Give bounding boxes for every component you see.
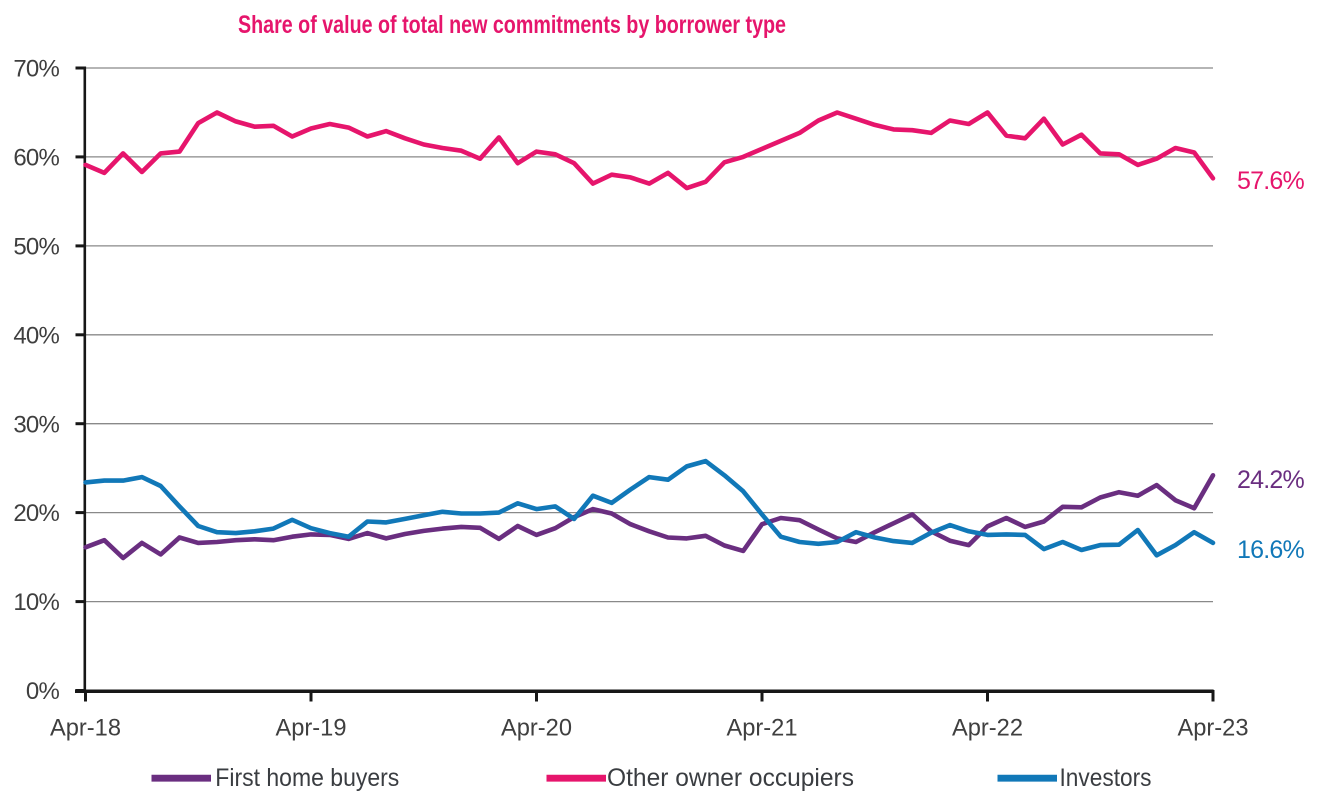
svg-text:57.6%: 57.6% — [1237, 167, 1304, 195]
svg-text:Apr-18: Apr-18 — [50, 715, 121, 742]
svg-text:Apr-19: Apr-19 — [276, 715, 347, 742]
svg-text:Share of value of total new co: Share of value of total new commitments … — [238, 11, 786, 39]
svg-text:24.2%: 24.2% — [1237, 466, 1304, 494]
svg-text:First home buyers: First home buyers — [215, 764, 399, 792]
svg-text:Apr-23: Apr-23 — [1178, 715, 1249, 742]
svg-text:40%: 40% — [13, 322, 59, 349]
svg-text:70%: 70% — [13, 56, 59, 83]
svg-text:Apr-20: Apr-20 — [501, 715, 572, 742]
svg-text:Apr-22: Apr-22 — [952, 715, 1023, 742]
svg-text:30%: 30% — [13, 411, 59, 438]
svg-text:Apr-21: Apr-21 — [727, 715, 798, 742]
svg-text:20%: 20% — [13, 500, 59, 527]
svg-text:0%: 0% — [26, 678, 60, 705]
svg-text:60%: 60% — [13, 145, 59, 172]
svg-text:10%: 10% — [13, 589, 59, 616]
svg-text:Other owner occupiers: Other owner occupiers — [607, 764, 854, 792]
svg-text:50%: 50% — [13, 234, 59, 261]
svg-text:Investors: Investors — [1060, 764, 1152, 792]
svg-text:16.6%: 16.6% — [1237, 536, 1304, 564]
